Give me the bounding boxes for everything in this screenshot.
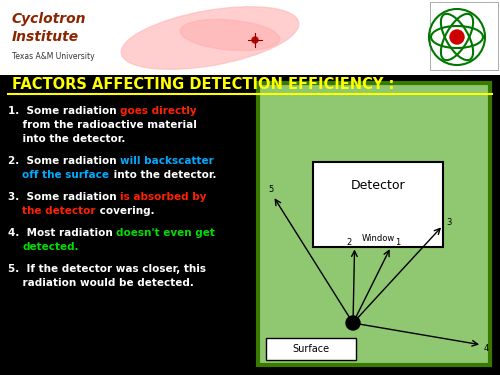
Text: radiation: radiation <box>8 278 80 288</box>
Circle shape <box>346 316 360 330</box>
Bar <box>313 162 443 246</box>
Text: covering.: covering. <box>96 206 154 216</box>
Text: into the detector.: into the detector. <box>8 134 126 144</box>
Text: Texas A&M University: Texas A&M University <box>12 52 94 61</box>
Text: Institute: Institute <box>12 30 79 44</box>
Text: goes directly: goes directly <box>120 106 197 116</box>
Text: Surface: Surface <box>292 344 330 354</box>
Bar <box>0 0 500 75</box>
Bar <box>430 2 498 70</box>
Text: the detector: the detector <box>22 206 96 216</box>
Text: 4.  Most radiation: 4. Most radiation <box>8 228 117 238</box>
Text: 1: 1 <box>395 237 400 246</box>
Bar <box>258 83 490 365</box>
Text: will backscatter: will backscatter <box>120 156 214 166</box>
Text: Cyclotron: Cyclotron <box>12 12 86 26</box>
Circle shape <box>450 30 464 44</box>
Text: 5.  If the detector was closer, this: 5. If the detector was closer, this <box>8 264 206 274</box>
Bar <box>266 338 356 360</box>
Text: 3: 3 <box>446 218 452 227</box>
Text: would be detected.: would be detected. <box>80 278 194 288</box>
Text: FACTORS AFFECTING DETECTION EFFICIENCY :: FACTORS AFFECTING DETECTION EFFICIENCY : <box>12 77 394 92</box>
Text: 5: 5 <box>268 185 273 194</box>
Circle shape <box>252 37 258 43</box>
Text: detected.: detected. <box>22 242 79 252</box>
Text: 2: 2 <box>346 237 352 246</box>
Ellipse shape <box>121 7 299 69</box>
Text: from the radioactive material: from the radioactive material <box>8 120 197 130</box>
Text: 2.  Some radiation: 2. Some radiation <box>8 156 120 166</box>
Text: 4: 4 <box>484 344 489 353</box>
Text: 1.  Some radiation: 1. Some radiation <box>8 106 120 116</box>
Text: into the detector.: into the detector. <box>110 170 216 180</box>
Ellipse shape <box>180 20 280 51</box>
Text: doesn't even get: doesn't even get <box>116 228 215 238</box>
Text: Detector: Detector <box>350 179 406 192</box>
Text: Window: Window <box>362 234 394 243</box>
Text: 3.  Some radiation: 3. Some radiation <box>8 192 120 202</box>
Text: off the surface: off the surface <box>22 170 110 180</box>
Text: is absorbed by: is absorbed by <box>120 192 207 202</box>
